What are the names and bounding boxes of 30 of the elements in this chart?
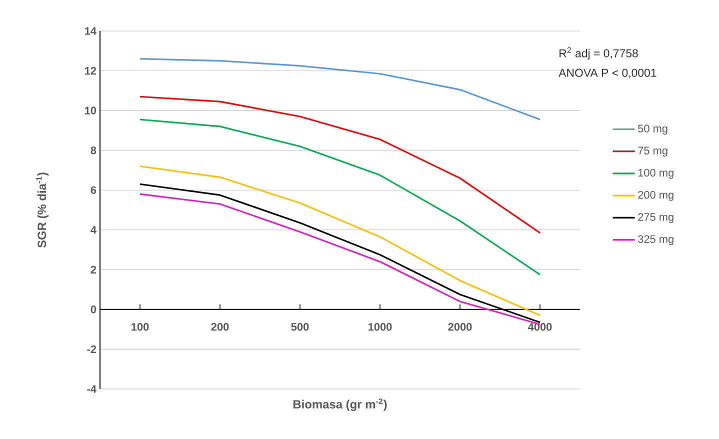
legend-label: 50 mg bbox=[638, 124, 668, 135]
x-tick-label: 200 bbox=[211, 322, 229, 331]
x-tick-label: 4000 bbox=[528, 322, 552, 331]
y-tick-label: 0 bbox=[90, 306, 96, 314]
legend-label: 200 mg bbox=[638, 190, 674, 201]
legend-label: 100 mg bbox=[638, 168, 674, 179]
legend-label: 325 mg bbox=[638, 235, 674, 246]
x-tick-label: 100 bbox=[132, 322, 149, 331]
x-tick-label: 2000 bbox=[448, 322, 472, 331]
x-tick-label: 1000 bbox=[368, 322, 392, 331]
y-tick-label: 10 bbox=[84, 106, 96, 114]
y-tick-label: 12 bbox=[84, 66, 96, 75]
line-series bbox=[139, 58, 541, 120]
y-tick-label: -2 bbox=[87, 345, 96, 354]
x-tick-label: 500 bbox=[291, 322, 309, 331]
line-series bbox=[139, 96, 541, 234]
y-tick-label: 6 bbox=[90, 186, 96, 194]
line-series bbox=[139, 118, 541, 276]
line-series bbox=[139, 165, 541, 316]
annotation: ANOVA P < 0,0001 bbox=[558, 68, 656, 78]
y-tick-label: 2 bbox=[90, 266, 96, 274]
y-tick-label: -4 bbox=[87, 385, 96, 393]
y-tick-label: 8 bbox=[90, 146, 96, 154]
legend-label: 275 mg bbox=[638, 213, 674, 223]
legend-label: 75 mg bbox=[638, 146, 668, 157]
annotation: R$^{2}$ adj = 0,7758 bbox=[560, 47, 638, 60]
x-axis-title: Biomasa (gr m$^{-2}$) bbox=[294, 398, 387, 411]
y-axis-title: SGR (% dia$^{-1}$) bbox=[36, 172, 48, 248]
y-tick-label: 4 bbox=[90, 226, 96, 234]
y-tick-label: 14 bbox=[84, 27, 96, 35]
